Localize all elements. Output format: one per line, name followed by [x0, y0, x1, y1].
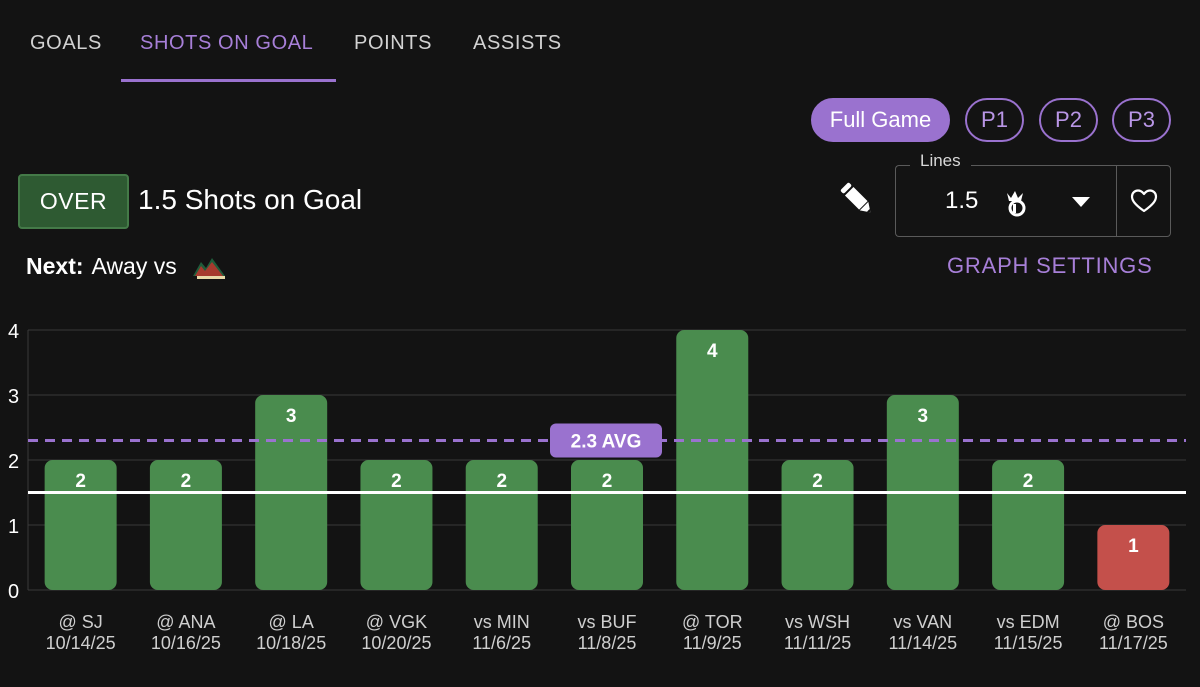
graph-settings-button[interactable]: GRAPH SETTINGS — [947, 253, 1153, 278]
x-tick-date-label: 11/17/25 — [1099, 633, 1168, 653]
x-tick-label: vs MIN — [474, 612, 530, 632]
y-tick-label: 1 — [8, 516, 19, 538]
tab-points[interactable]: POINTS — [354, 32, 433, 54]
period-p1-button[interactable]: P1 — [965, 98, 1024, 142]
period-p3-button[interactable]: P3 — [1112, 98, 1171, 142]
y-tick-label: 3 — [8, 386, 19, 408]
next-label: Next: — [26, 253, 84, 279]
prop-title: 1.5 Shots on Goal — [138, 184, 363, 215]
bar — [676, 330, 749, 590]
tab-goals[interactable]: GOALS — [30, 32, 102, 54]
x-tick-label: @ TOR — [682, 612, 743, 632]
bar-value-label: 4 — [707, 341, 718, 362]
x-tick-date-label: 11/14/25 — [888, 633, 957, 653]
bar-value-label: 3 — [918, 406, 929, 427]
next-game: Next: Away vs — [26, 253, 227, 280]
x-tick-label: vs VAN — [893, 612, 952, 632]
next-text: Away vs — [91, 253, 177, 279]
sportsbook-crown-icon — [1007, 191, 1026, 217]
average-badge — [550, 423, 662, 458]
pencil-icon[interactable] — [836, 178, 878, 220]
opponent-team-logo-icon — [192, 257, 225, 279]
y-tick-label: 0 — [8, 581, 19, 603]
bar-value-label: 2 — [496, 471, 507, 492]
x-tick-date-label: 10/18/25 — [256, 633, 326, 653]
average-label: 2.3 AVG — [571, 432, 642, 453]
heart-icon — [1130, 189, 1157, 213]
stat-tabs: GOALS SHOTS ON GOAL POINTS ASSISTS — [0, 0, 1200, 84]
lines-value: 1.5 — [945, 187, 979, 214]
bar-value-label: 2 — [181, 471, 192, 492]
favorite-button[interactable] — [1116, 165, 1171, 237]
tab-assists[interactable]: ASSISTS — [473, 32, 562, 54]
bar — [1097, 525, 1170, 590]
x-tick-date-label: 11/11/25 — [784, 633, 851, 653]
x-tick-label: @ BOS — [1103, 612, 1164, 632]
active-tab-indicator — [121, 79, 336, 82]
bar-value-label: 2 — [391, 471, 402, 492]
tab-shots-on-goal[interactable]: SHOTS ON GOAL — [140, 32, 314, 54]
bar-value-label: 1 — [1128, 536, 1139, 557]
x-tick-label: vs BUF — [577, 612, 636, 632]
period-full-game-button[interactable]: Full Game — [811, 98, 950, 142]
bar-value-label: 2 — [602, 471, 613, 492]
y-tick-label: 2 — [8, 451, 19, 473]
x-tick-date-label: 11/6/25 — [472, 633, 531, 653]
y-tick-label: 4 — [8, 321, 19, 343]
bar-value-label: 3 — [286, 406, 297, 427]
x-tick-label: @ VGK — [366, 612, 427, 632]
over-badge[interactable]: OVER — [18, 174, 129, 229]
x-tick-label: vs EDM — [997, 612, 1060, 632]
x-tick-label: @ LA — [269, 612, 314, 632]
x-tick-date-label: 10/14/25 — [46, 633, 116, 653]
x-tick-date-label: 10/16/25 — [151, 633, 221, 653]
bar-value-label: 2 — [75, 471, 86, 492]
lines-dropdown[interactable] — [895, 165, 1116, 237]
lines-label: Lines — [910, 151, 971, 171]
x-tick-label: @ ANA — [156, 612, 215, 632]
period-p2-button[interactable]: P2 — [1039, 98, 1098, 142]
bar-value-label: 2 — [1023, 471, 1034, 492]
x-tick-date-label: 11/9/25 — [683, 633, 742, 653]
x-tick-date-label: 10/20/25 — [361, 633, 431, 653]
x-tick-date-label: 11/15/25 — [994, 633, 1063, 653]
x-tick-label: @ SJ — [58, 612, 102, 632]
chevron-down-icon[interactable] — [1072, 197, 1090, 207]
x-tick-label: vs WSH — [785, 612, 850, 632]
bar-value-label: 2 — [812, 471, 823, 492]
x-tick-date-label: 11/8/25 — [578, 633, 637, 653]
